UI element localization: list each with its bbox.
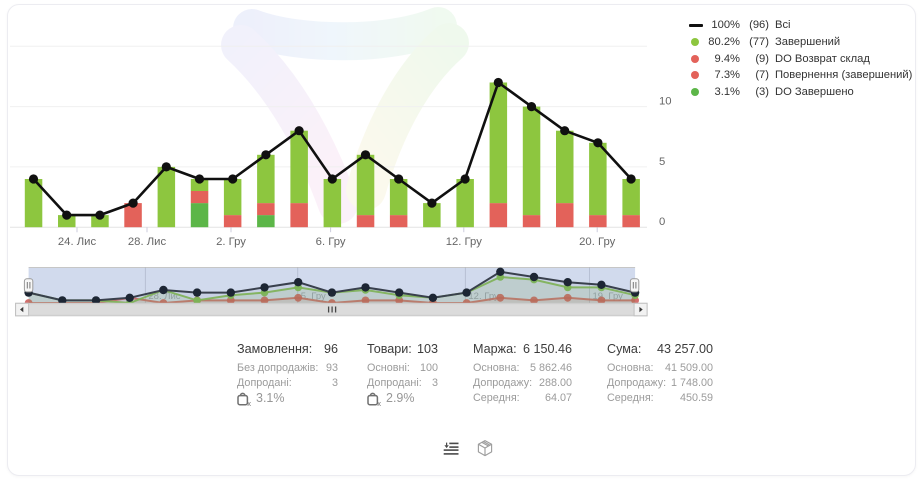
svg-text:2. Гру: 2. Гру <box>216 236 246 248</box>
svg-text:10: 10 <box>659 96 672 108</box>
svg-text:12. Гру: 12. Гру <box>468 291 499 302</box>
svg-text:20. Гру: 20. Гру <box>579 236 615 248</box>
svg-text:12. Гру: 12. Гру <box>446 236 482 248</box>
svg-text:28. Лис: 28. Лис <box>128 236 167 248</box>
svg-text:19. Гру: 19. Гру <box>593 291 624 302</box>
svg-text:x: x <box>247 399 251 407</box>
svg-text:24. Лис: 24. Лис <box>58 236 97 248</box>
svg-text:28. Лис: 28. Лис <box>148 291 180 302</box>
svg-text:5. Гру: 5. Гру <box>301 291 326 302</box>
svg-text:6. Гру: 6. Гру <box>316 236 346 248</box>
svg-text:0: 0 <box>659 216 665 228</box>
svg-text:x: x <box>377 399 381 407</box>
svg-text:5: 5 <box>659 156 665 168</box>
